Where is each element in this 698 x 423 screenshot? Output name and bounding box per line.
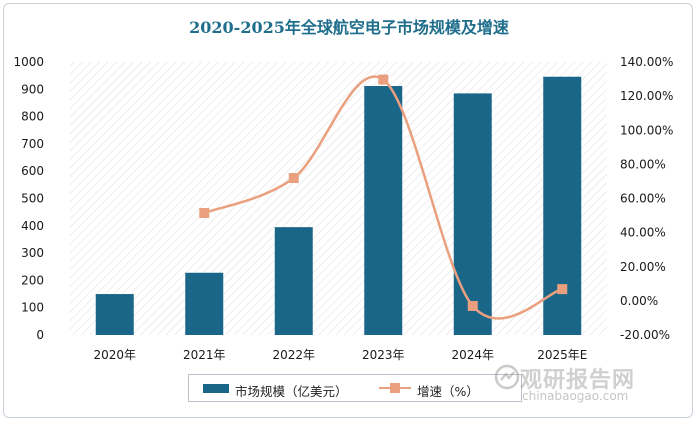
y-right-tick-label: 140.00% <box>620 55 673 69</box>
y-right-tick-label: 120.00% <box>620 89 673 103</box>
growth-point <box>288 173 299 184</box>
y-right-tick-label: 40.00% <box>620 226 666 240</box>
y-left-tick-label: 800 <box>21 110 44 124</box>
bar <box>453 93 492 336</box>
legend: 市场规模（亿美元） 增速（%） <box>188 374 522 402</box>
x-tick-label: 2022年 <box>272 348 315 362</box>
x-axis: 2020年 2021年 2022年 2023年 2024年 2025年E <box>93 348 587 362</box>
legend-bar-swatch <box>203 384 229 393</box>
growth-point <box>199 208 210 219</box>
legend-bar-label: 市场规模（亿美元） <box>235 384 348 399</box>
watermark-text: 观研报告网 <box>520 368 636 393</box>
line-series <box>199 74 568 320</box>
y-right-tick-label: 80.00% <box>620 157 666 171</box>
y-right-tick-label: 20.00% <box>620 260 666 274</box>
y-left-tick-label: 0 <box>36 328 44 342</box>
y-right-tick-label: 60.00% <box>620 192 666 206</box>
y-left-tick-label: 700 <box>21 137 44 151</box>
x-tick-label: 2020年 <box>93 348 136 362</box>
left-axis: 0 100 200 300 400 500 600 700 800 900 1000 <box>13 55 44 342</box>
watermark-logo-icon <box>494 364 520 390</box>
bar <box>364 86 403 335</box>
growth-point <box>378 74 389 85</box>
watermark-url: chinabaogao.com <box>522 389 629 403</box>
y-left-tick-label: 500 <box>21 192 44 206</box>
y-right-tick-label: 100.00% <box>620 123 673 137</box>
bar <box>185 272 224 335</box>
right-axis: -20.00% 0.00% 20.00% 40.00% 60.00% 80.00% 100.… <box>620 55 673 342</box>
x-tick-label: 2023年 <box>362 348 405 362</box>
y-left-tick-label: 900 <box>21 82 44 96</box>
growth-point <box>557 284 568 295</box>
x-tick-label: 2021年 <box>183 348 226 362</box>
x-tick-label: 2025年E <box>537 348 587 362</box>
x-tick-label: 2024年 <box>451 348 494 362</box>
bar <box>274 227 313 335</box>
legend-line-swatch <box>379 382 411 394</box>
y-left-tick-label: 100 <box>21 301 44 315</box>
chart-title: 2020-2025年全球航空电子市场规模及增速 <box>189 18 509 37</box>
y-left-tick-label: 300 <box>21 246 44 260</box>
y-left-tick-label: 1000 <box>13 55 44 69</box>
y-left-tick-label: 200 <box>21 273 44 287</box>
y-left-tick-label: 600 <box>21 164 44 178</box>
growth-point <box>467 300 478 311</box>
plot-area <box>70 62 607 335</box>
y-right-tick-label: 0.00% <box>620 294 658 308</box>
y-left-tick-label: 400 <box>21 219 44 233</box>
growth-line <box>203 75 563 320</box>
bar <box>95 294 134 335</box>
legend-line-label: 增速（%） <box>417 384 479 399</box>
y-right-tick-label: -20.00% <box>620 328 670 342</box>
